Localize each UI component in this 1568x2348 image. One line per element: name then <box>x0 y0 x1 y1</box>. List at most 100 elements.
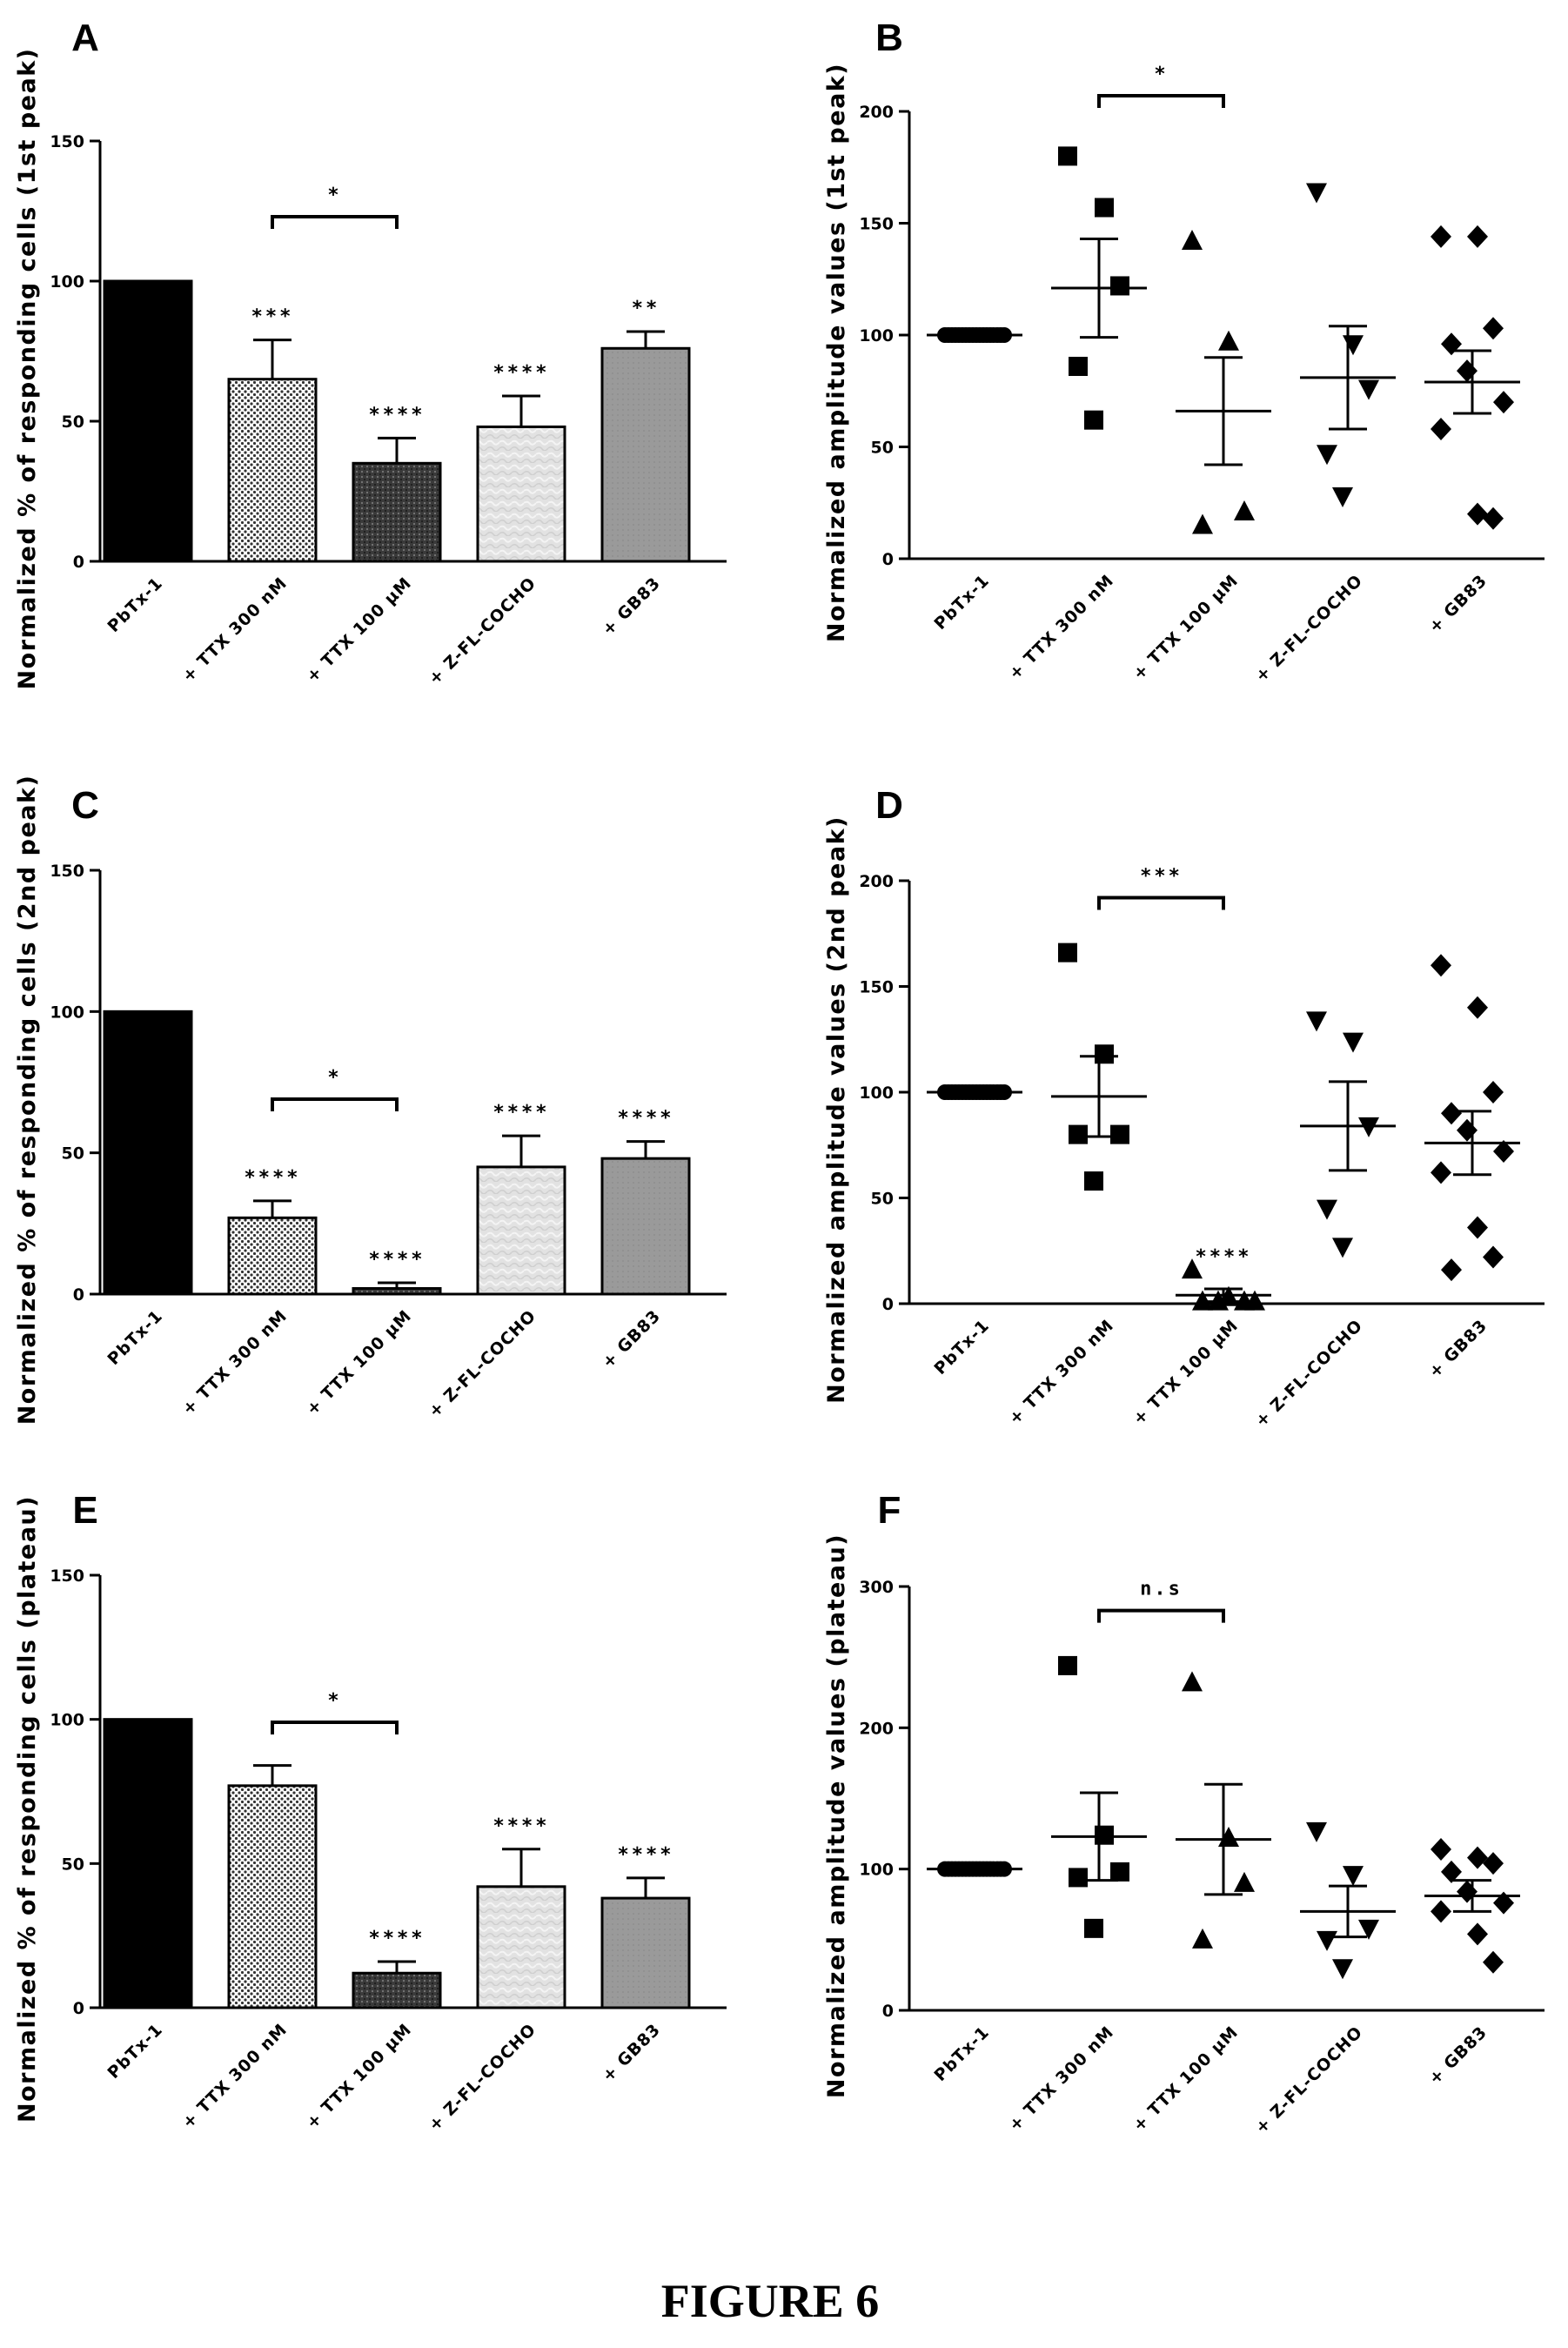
bar <box>103 1010 193 1296</box>
data-point <box>1069 356 1088 376</box>
y-tick-label: 50 <box>62 1144 84 1164</box>
x-category-label: + TTX 300 nM <box>178 1306 291 1419</box>
y-tick-label: 100 <box>859 326 894 345</box>
bar <box>227 378 318 563</box>
comparison-bracket <box>1097 1608 1225 1623</box>
significance-label: **** <box>618 1844 674 1866</box>
y-tick-label: 0 <box>73 1999 84 2018</box>
data-point <box>1306 1011 1327 1032</box>
x-category-label: + Z-FL-COCHO <box>425 574 539 688</box>
y-tick-label: 100 <box>50 1711 84 1730</box>
x-category-label: + TTX 300 nM <box>1005 571 1117 683</box>
data-point <box>1343 335 1364 356</box>
data-point <box>1058 1655 1077 1675</box>
x-category-label: + TTX 100 µM <box>303 2020 416 2133</box>
data-point <box>1483 317 1504 340</box>
y-tick-label: 0 <box>882 2002 894 2021</box>
significance-label: *** <box>251 306 294 328</box>
panel-letter: C <box>71 784 99 827</box>
data-point <box>1192 1928 1213 1949</box>
significance-label: **** <box>245 1167 301 1189</box>
chart-panel-e: E 0 50 100 150 Normalized % of responding cel… <box>14 1489 727 2135</box>
data-point <box>1493 1891 1514 1915</box>
x-category-label: + TTX 300 nM <box>1005 1316 1117 1428</box>
x-category-label: + Z-FL-COCHO <box>425 2020 539 2135</box>
significance-label: **** <box>618 1108 674 1130</box>
comparison-label: n.s <box>1140 1579 1183 1600</box>
y-tick-label: 100 <box>50 1003 84 1022</box>
significance-label: **** <box>1196 1246 1252 1268</box>
comparison-label: *** <box>1140 865 1183 887</box>
data-point <box>1306 1821 1327 1842</box>
panels: A 0 50 100 150 Normalized % of responding cel… <box>14 17 1545 2137</box>
x-category-label: + Z-FL-COCHO <box>1251 571 1366 686</box>
data-point <box>1431 417 1451 440</box>
x-category-label: + TTX 100 µM <box>1129 571 1243 684</box>
significance-label: **** <box>369 404 426 426</box>
data-point <box>1234 500 1255 521</box>
y-tick-label: 150 <box>50 1566 84 1586</box>
y-tick-label: 50 <box>62 413 84 432</box>
bar <box>600 346 691 563</box>
data-point <box>1358 1919 1379 1940</box>
chart-panel-d: D 0 50 100 150 200 Normalized amplitude values… <box>823 784 1545 1431</box>
chart-panel-f: F 0 100 200 300 Normalized amplitude values (… <box>823 1489 1545 2137</box>
data-point <box>1467 1922 1488 1946</box>
y-tick-label: 0 <box>882 550 894 569</box>
x-category-label: + Z-FL-COCHO <box>1251 1316 1366 1431</box>
data-point <box>1069 1868 1088 1888</box>
data-point <box>1358 379 1379 400</box>
x-category-label: + TTX 100 µM <box>303 574 416 687</box>
chart-panel-a: A 0 50 100 150 Normalized % of responding cel… <box>14 17 727 690</box>
data-point <box>1457 1880 1478 1903</box>
bar <box>352 1287 442 1296</box>
y-tick-label: 150 <box>859 978 894 997</box>
data-point <box>1182 1671 1203 1692</box>
data-point <box>1110 1124 1129 1144</box>
y-tick-label: 150 <box>50 862 84 881</box>
y-tick-label: 50 <box>62 1855 84 1874</box>
panel-letter: A <box>71 17 99 59</box>
data-point <box>1431 954 1451 977</box>
bar <box>476 1165 566 1296</box>
data-point <box>1332 1959 1353 1980</box>
bar <box>600 1157 691 1296</box>
data-point <box>1069 1124 1088 1144</box>
y-tick-label: 200 <box>859 103 894 122</box>
data-point <box>1483 1852 1504 1875</box>
data-point <box>1317 445 1337 466</box>
data-point <box>1483 1245 1504 1269</box>
x-category-label: PbTx-1 <box>931 571 994 634</box>
bar <box>352 1971 442 2009</box>
x-category-label: + Z-FL-COCHO <box>425 1306 539 1421</box>
data-point <box>1431 225 1451 248</box>
data-point <box>1332 487 1353 508</box>
x-category-label: + GB83 <box>1425 1316 1491 1382</box>
bar <box>352 461 442 563</box>
bar <box>227 1784 318 2009</box>
data-point <box>1493 1140 1514 1164</box>
x-category-label: + GB83 <box>599 574 665 640</box>
data-point <box>1095 1825 1114 1845</box>
comparison-bracket <box>1097 94 1225 109</box>
data-point <box>1483 1081 1504 1104</box>
data-point <box>1095 198 1114 218</box>
y-tick-label: 100 <box>859 1083 894 1103</box>
panel-letter: B <box>875 17 903 59</box>
x-category-label: PbTx-1 <box>931 1316 994 1379</box>
y-tick-label: 300 <box>859 1578 894 1597</box>
x-category-label: + TTX 100 µM <box>303 1306 416 1419</box>
x-category-label: + TTX 300 nM <box>178 2020 291 2132</box>
x-category-label: + TTX 100 µM <box>1129 2023 1243 2136</box>
x-category-label: + GB83 <box>599 2020 665 2086</box>
x-category-label: PbTx-1 <box>104 2020 167 2083</box>
y-tick-label: 150 <box>50 132 84 151</box>
significance-label: **** <box>369 1928 426 1949</box>
bar <box>103 1718 193 2009</box>
panel-letter: E <box>72 1489 97 1532</box>
data-point <box>1431 1900 1451 1923</box>
data-point <box>1431 1837 1451 1861</box>
data-point <box>1218 1826 1239 1847</box>
data-point <box>1192 1290 1213 1311</box>
data-point <box>1441 1860 1462 1883</box>
